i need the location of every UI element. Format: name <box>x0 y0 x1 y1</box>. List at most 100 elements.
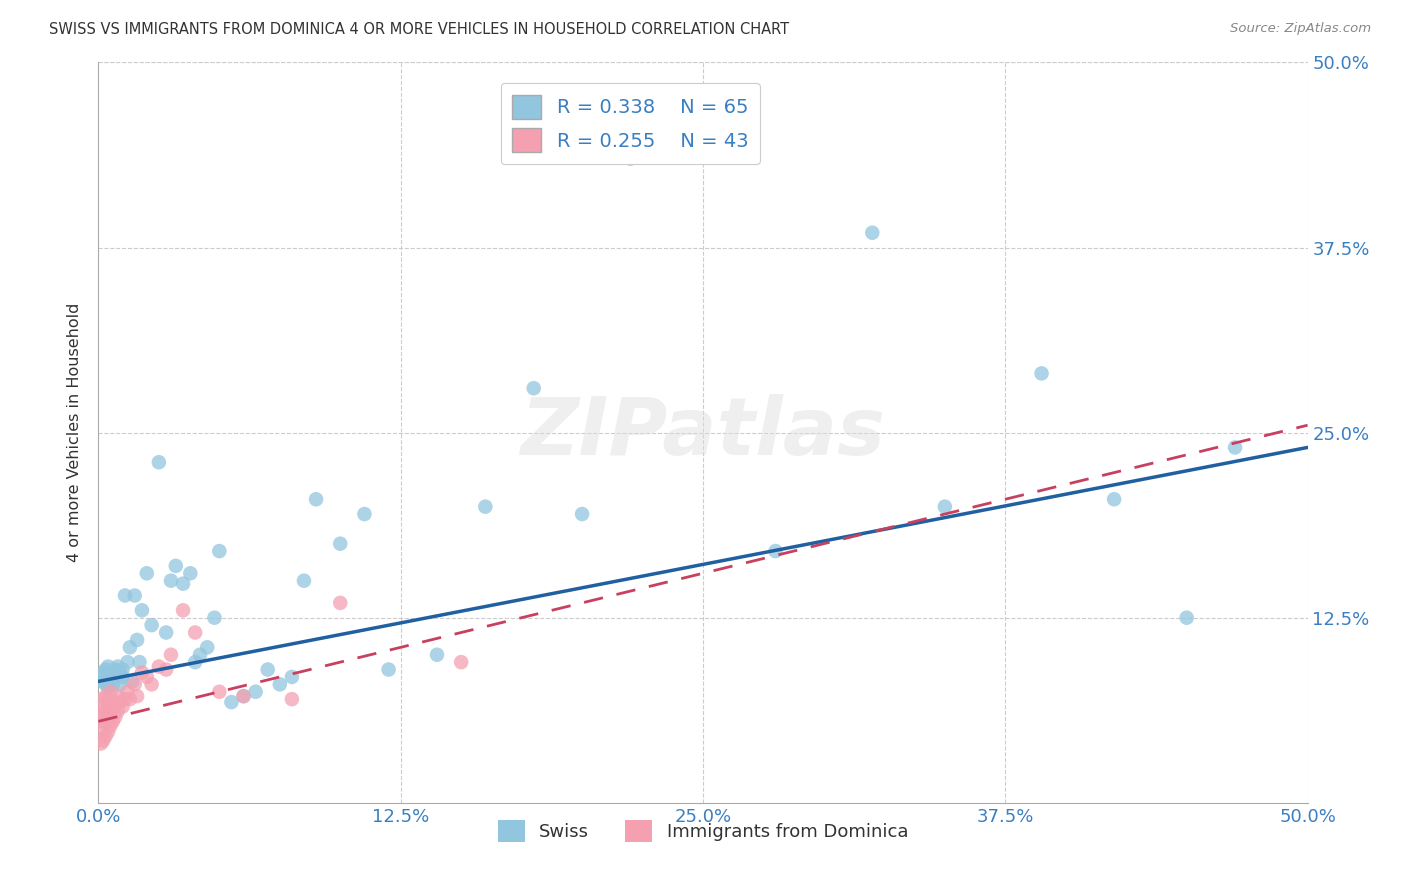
Point <box>155 663 177 677</box>
Point <box>91 706 114 721</box>
Point <box>121 674 143 689</box>
Point <box>90 670 112 684</box>
Point <box>94 714 117 729</box>
Point <box>90 737 112 751</box>
Point <box>104 695 127 709</box>
Point <box>111 670 134 684</box>
Point <box>184 625 207 640</box>
Point <box>450 655 472 669</box>
Point <box>245 685 267 699</box>
Point <box>100 665 122 680</box>
Point <box>118 640 141 655</box>
Point <box>195 640 218 655</box>
Point <box>90 699 112 714</box>
Point <box>571 507 593 521</box>
Point <box>100 673 122 687</box>
Point <box>97 681 120 695</box>
Point <box>107 659 129 673</box>
Point <box>692 145 714 159</box>
Point <box>172 603 194 617</box>
Point <box>91 665 114 680</box>
Point <box>100 685 122 699</box>
Point <box>97 659 120 673</box>
Point <box>184 655 207 669</box>
Point <box>281 670 304 684</box>
Point <box>860 226 883 240</box>
Point <box>104 663 127 677</box>
Text: Source: ZipAtlas.com: Source: ZipAtlas.com <box>1230 22 1371 36</box>
Point <box>765 544 787 558</box>
Point <box>1175 610 1198 624</box>
Point <box>90 714 112 729</box>
Point <box>232 689 254 703</box>
Point <box>104 670 127 684</box>
Legend: Swiss, Immigrants from Dominica: Swiss, Immigrants from Dominica <box>491 813 915 849</box>
Point <box>101 714 124 729</box>
Point <box>101 699 124 714</box>
Point <box>117 685 139 699</box>
Point <box>232 689 254 703</box>
Point <box>204 610 226 624</box>
Point <box>127 632 149 647</box>
Point <box>128 655 150 669</box>
Point <box>172 576 194 591</box>
Point <box>107 667 129 681</box>
Point <box>329 596 352 610</box>
Point <box>97 670 120 684</box>
Point <box>111 663 134 677</box>
Point <box>124 589 146 603</box>
Point <box>281 692 304 706</box>
Point <box>160 574 183 588</box>
Point <box>108 665 131 680</box>
Point <box>1223 441 1246 455</box>
Point <box>619 152 641 166</box>
Point <box>1102 492 1125 507</box>
Point <box>108 695 131 709</box>
Point <box>135 670 157 684</box>
Point <box>148 455 170 469</box>
Point <box>179 566 201 581</box>
Point <box>377 663 399 677</box>
Point <box>91 733 114 747</box>
Point <box>91 674 114 689</box>
Point <box>135 566 157 581</box>
Point <box>131 603 153 617</box>
Point <box>94 729 117 743</box>
Point <box>101 677 124 691</box>
Point <box>269 677 291 691</box>
Point <box>221 695 243 709</box>
Point <box>141 677 163 691</box>
Point <box>127 689 149 703</box>
Point <box>108 677 131 691</box>
Point <box>426 648 449 662</box>
Point <box>155 625 177 640</box>
Point <box>114 589 136 603</box>
Point <box>208 544 231 558</box>
Point <box>100 719 122 733</box>
Point <box>104 710 127 724</box>
Point <box>141 618 163 632</box>
Point <box>292 574 315 588</box>
Point <box>94 704 117 718</box>
Point <box>148 659 170 673</box>
Point <box>160 648 183 662</box>
Point <box>124 677 146 691</box>
Point <box>114 692 136 706</box>
Point <box>165 558 187 573</box>
Point <box>94 663 117 677</box>
Point <box>94 677 117 691</box>
Point <box>208 685 231 699</box>
Point <box>934 500 956 514</box>
Point <box>118 692 141 706</box>
Point <box>188 648 211 662</box>
Point <box>117 655 139 669</box>
Point <box>101 668 124 682</box>
Point <box>474 500 496 514</box>
Point <box>131 665 153 680</box>
Point <box>1031 367 1053 381</box>
Point <box>97 710 120 724</box>
Point <box>111 699 134 714</box>
Point <box>107 689 129 703</box>
Point <box>353 507 375 521</box>
Point <box>91 722 114 736</box>
